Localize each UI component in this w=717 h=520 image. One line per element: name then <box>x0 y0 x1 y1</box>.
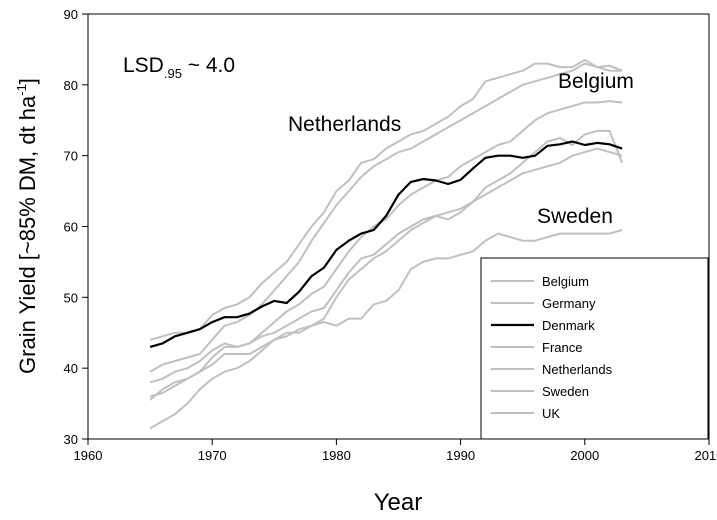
x-tick-label: 1960 <box>74 448 103 463</box>
y-tick-label: 80 <box>64 78 78 93</box>
belgium-annotation: Belgium <box>558 70 634 93</box>
y-tick-label: 90 <box>64 7 78 22</box>
series-layer <box>149 59 624 430</box>
y-tick-label: 70 <box>64 149 78 164</box>
x-axis: 1960 1970 1980 1990 2000 2010 <box>74 439 717 463</box>
legend-items: Belgium Germany Denmark France Netherlands Sw… <box>491 274 613 421</box>
series-line-netherlands <box>149 59 623 341</box>
series-line-uk <box>149 129 624 384</box>
y-axis-title-close: ] <box>15 78 40 84</box>
legend-label-belgium: Belgium <box>542 274 589 289</box>
y-axis-title-main: Grain Yield [~85% DM, dt ha <box>15 95 40 374</box>
y-tick-label: 60 <box>64 220 78 235</box>
legend-label-uk: UK <box>542 406 560 421</box>
legend-label-germany: Germany <box>542 296 596 311</box>
y-tick-label: 50 <box>64 290 78 305</box>
series-line-sweden <box>149 229 623 401</box>
lsd-main: LSD <box>123 54 164 77</box>
lsd-rest: ~ 4.0 <box>182 54 235 77</box>
y-axis-title: Grain Yield [~85% DM, dt ha-1] <box>14 78 40 374</box>
y-tick-label: 40 <box>64 361 78 376</box>
sweden-annotation: Sweden <box>537 205 613 228</box>
series-line-france <box>149 147 623 430</box>
series-line-belgium <box>149 62 623 373</box>
legend-box <box>480 257 709 440</box>
y-tick-label: 30 <box>64 432 78 447</box>
x-tick-label: 1970 <box>198 448 227 463</box>
y-axis: 30 40 50 60 70 80 90 <box>64 7 88 447</box>
legend-label-netherlands: Netherlands <box>542 362 613 377</box>
legend-label-france: France <box>542 340 582 355</box>
x-axis-title: Year <box>374 489 423 516</box>
x-tick-label: 2000 <box>570 448 599 463</box>
lsd-subscript: .95 <box>164 66 182 81</box>
x-tick-label: 1990 <box>446 448 475 463</box>
legend: Belgium Germany Denmark France Netherlands Sw… <box>480 257 709 440</box>
x-tick-label: 1980 <box>322 448 351 463</box>
legend-label-sweden: Sweden <box>542 384 589 399</box>
series-line-denmark <box>149 140 623 348</box>
legend-label-denmark: Denmark <box>542 318 595 333</box>
netherlands-annotation: Netherlands <box>288 113 401 136</box>
y-axis-title-exponent: -1 <box>14 84 29 96</box>
lsd-annotation: LSD.95 ~ 4.0 <box>123 54 235 81</box>
series-line-germany <box>149 100 623 398</box>
x-tick-label: 2010 <box>695 448 717 463</box>
